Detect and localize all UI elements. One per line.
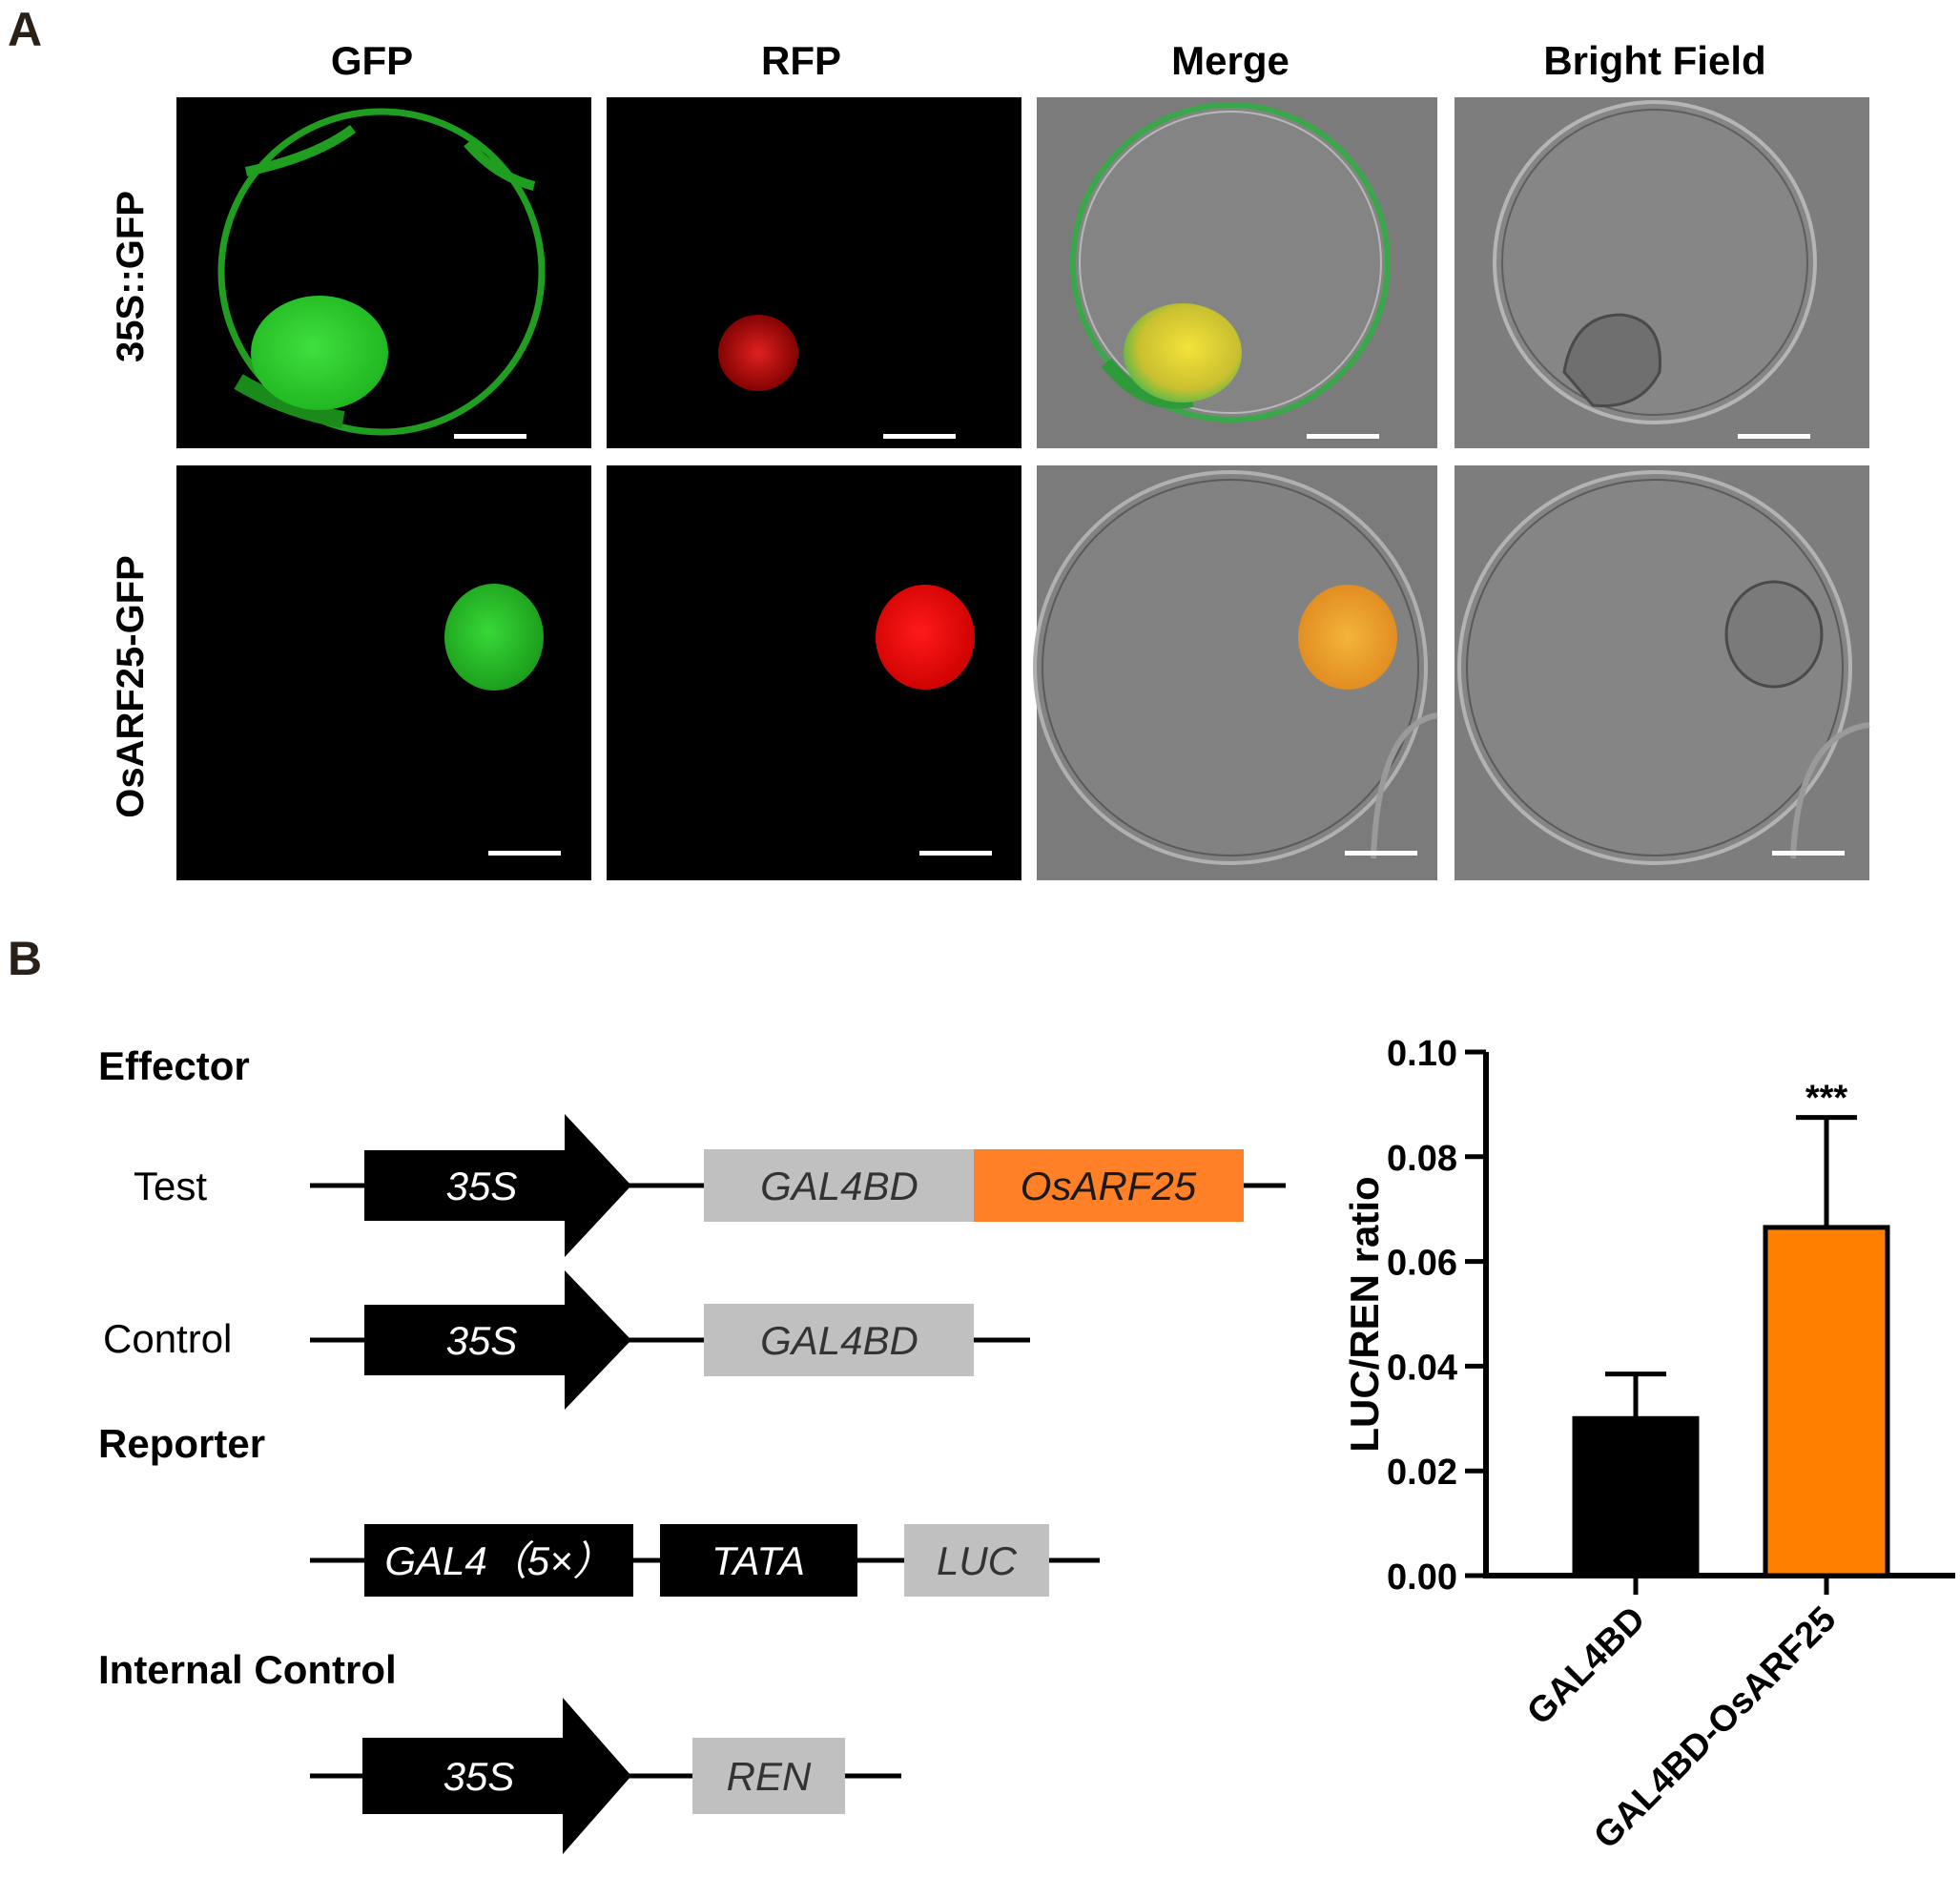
scale-bar [454, 434, 526, 439]
column-header-rfp: RFP [761, 38, 841, 83]
luc-ren-bar-chart: 0.00 0.02 0.04 0.06 0.08 0.10 GAL4BDGAL4BD-Os… [1342, 1034, 1955, 1857]
category-label: GAL4BD [1519, 1599, 1653, 1733]
bar [1572, 1415, 1700, 1578]
row-label-35s-gfp: 35S::GFP [110, 191, 152, 362]
internal-control-heading: Internal Control [98, 1647, 397, 1692]
promoter-arrow [362, 1698, 631, 1854]
micrograph-35s-gfp-bright-field [1455, 97, 1869, 448]
promoter-label: 35S [444, 1754, 515, 1799]
bar [1763, 1225, 1890, 1578]
promoter-arrow [364, 1270, 631, 1410]
scale-bar [1307, 434, 1379, 439]
promoter-arrow [364, 1114, 631, 1257]
tata-label: TATA [712, 1538, 805, 1583]
scale-bar [883, 434, 956, 439]
control-label: Control [103, 1316, 232, 1361]
column-header-bright-field: Bright Field [1543, 38, 1765, 83]
micrograph-osarf25-gfp-gfp [176, 465, 591, 880]
y-axis-label: LUC/REN ratio [1342, 1176, 1387, 1452]
micrograph-osarf25-gfp-merge [1033, 465, 1438, 880]
y-tick-label: 0.04 [1387, 1348, 1457, 1388]
scale-bar [488, 851, 561, 856]
reporter-heading: Reporter [98, 1421, 265, 1466]
y-tick-label: 0.06 [1387, 1244, 1457, 1284]
ren-label: REN [727, 1754, 812, 1799]
scale-bar [919, 851, 992, 856]
internal-control-construct: 35S REN [310, 1698, 901, 1854]
micrograph-osarf25-gfp-bright-field [1455, 465, 1870, 880]
test-construct: Test 35S GAL4BD OsARF25 [134, 1114, 1286, 1257]
significance-label: *** [1805, 1079, 1848, 1119]
micrograph-35s-gfp-rfp [607, 97, 1021, 448]
scale-bar [1738, 434, 1810, 439]
column-header-merge: Merge [1171, 38, 1289, 83]
gal4bd-label: GAL4BD [760, 1318, 918, 1363]
y-tick-label: 0.10 [1387, 1034, 1457, 1074]
reporter-construct: GAL4（5×） TATA LUC [310, 1524, 1100, 1597]
y-ticks: 0.00 0.02 0.04 0.06 0.08 0.10 [1387, 1034, 1486, 1598]
luc-label: LUC [937, 1538, 1018, 1583]
row-label-osarf25-gfp: OsARF25-GFP [110, 555, 152, 818]
scale-bar [1772, 851, 1845, 856]
osarf25-label: OsARF25 [1021, 1164, 1197, 1208]
y-tick-label: 0.08 [1387, 1139, 1457, 1179]
panel-a-label: A [8, 3, 42, 56]
gal4-5x-label: GAL4（5×） [384, 1538, 612, 1583]
y-tick-label: 0.00 [1387, 1557, 1457, 1598]
promoter-label: 35S [446, 1318, 518, 1363]
scale-bar [1345, 851, 1417, 856]
effector-heading: Effector [98, 1043, 250, 1088]
column-header-gfp: GFP [331, 38, 413, 83]
gal4bd-label: GAL4BD [760, 1164, 918, 1208]
promoter-label: 35S [446, 1164, 518, 1208]
control-construct: Control 35S GAL4BD [103, 1270, 1030, 1410]
micrograph-osarf25-gfp-rfp [607, 465, 1021, 880]
micrograph-35s-gfp-gfp [176, 97, 591, 448]
y-tick-label: 0.02 [1387, 1453, 1457, 1493]
panel-b-label: B [8, 932, 42, 985]
micrograph-35s-gfp-merge [1037, 97, 1437, 448]
test-label: Test [134, 1164, 207, 1208]
